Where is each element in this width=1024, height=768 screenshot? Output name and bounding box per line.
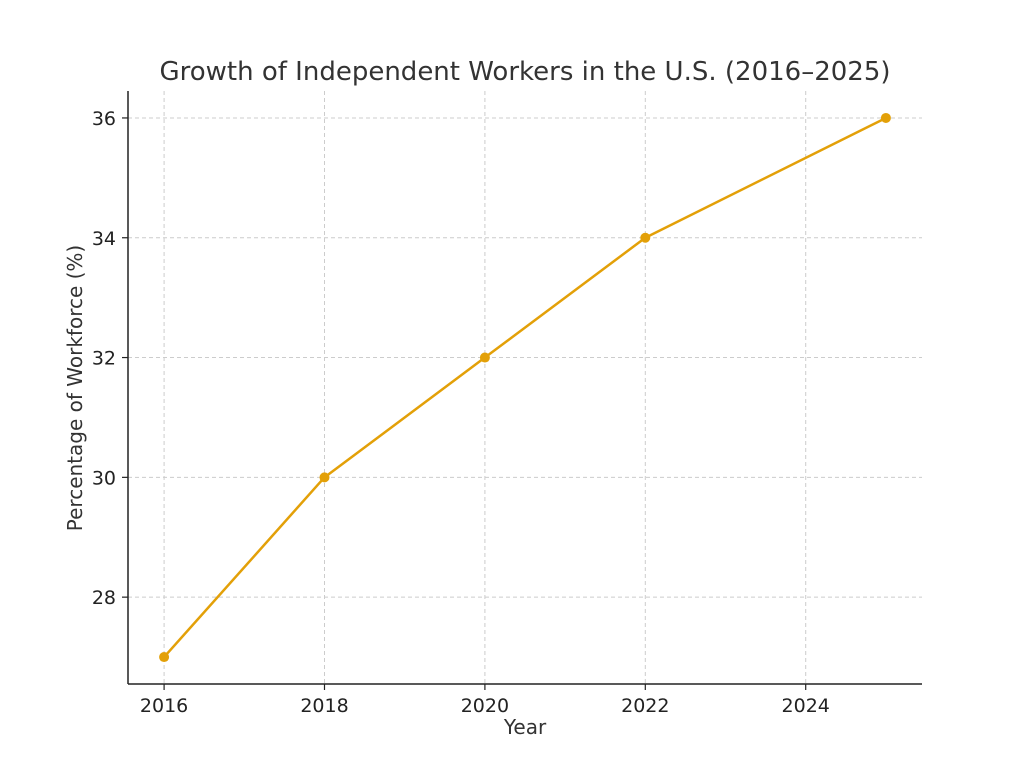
series-layer [159,112,891,663]
series-line-0 [162,116,888,659]
y-tick-label-28: 28 [92,587,116,609]
data-point-2025 [880,112,891,123]
data-point-2018 [319,472,330,483]
y-tick-label-36: 36 [92,108,116,130]
y-tick-label-34: 34 [92,228,116,250]
grid [128,91,922,684]
axes [127,91,922,685]
x-tick-label-2022: 2022 [621,695,669,717]
x-tick-label-2020: 2020 [461,695,509,717]
data-point-2020 [479,352,490,363]
x-tick-label-2024: 2024 [782,695,830,717]
y-tick-label-32: 32 [92,348,116,370]
x-tick-label-2016: 2016 [140,695,188,717]
y-tick-label-30: 30 [92,467,116,489]
y-axis-label: Percentage of Workforce (%) [63,245,87,531]
ticks: 2016 2018 2020 2022 2024 28 30 32 34 36 [92,108,830,717]
data-point-2022 [640,232,651,243]
data-point-2016 [159,652,170,663]
chart-title: Growth of Independent Workers in the U.S… [159,57,890,87]
x-tick-label-2018: 2018 [300,695,348,717]
x-axis-label: Year [503,715,547,739]
